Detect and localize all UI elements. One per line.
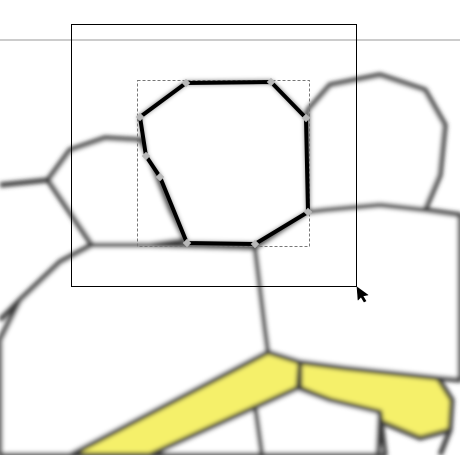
- cell-right-upper: [305, 72, 448, 215]
- path-node[interactable]: [181, 78, 191, 88]
- path-nodes[interactable]: [135, 77, 313, 249]
- path-node[interactable]: [303, 207, 313, 217]
- cell-bottom-right: [437, 429, 453, 455]
- background-artwork: [0, 72, 460, 455]
- selected-polygon-path[interactable]: [138, 80, 310, 246]
- path-node[interactable]: [182, 238, 192, 248]
- path-node[interactable]: [250, 239, 260, 249]
- cell-bottom: [147, 385, 388, 455]
- cell-bottom-divider-a: [252, 404, 265, 455]
- arrow-pointer-icon: [356, 286, 369, 303]
- path-node[interactable]: [141, 151, 151, 161]
- path-node[interactable]: [155, 172, 165, 182]
- selected-object-bbox: [137, 80, 310, 247]
- path-node[interactable]: [135, 112, 145, 122]
- path-node[interactable]: [301, 113, 311, 123]
- cell-bottom-divider-b: [375, 411, 383, 455]
- selection-frame[interactable]: [71, 24, 357, 287]
- path-node[interactable]: [266, 77, 276, 87]
